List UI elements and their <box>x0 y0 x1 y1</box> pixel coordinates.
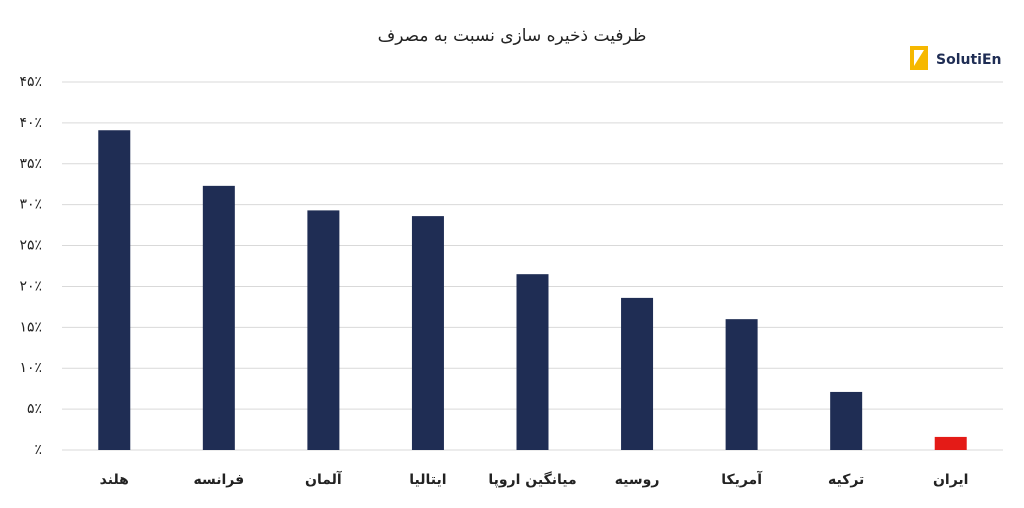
bar <box>830 391 863 450</box>
y-tick-label: ٪ <box>34 442 42 458</box>
y-tick-label: ۱۰٪ <box>19 360 42 376</box>
bar <box>725 319 758 450</box>
bar <box>202 185 235 450</box>
x-tick-label: فرانسه <box>193 472 244 488</box>
x-tick-label: هلند <box>100 472 129 488</box>
y-tick-label: ۲۵٪ <box>19 238 42 254</box>
x-tick-label: ترکیه <box>828 472 864 488</box>
y-tick-label: ۳۵٪ <box>19 156 42 172</box>
logo-icon-cut <box>914 50 924 66</box>
y-tick-label: ۱۵٪ <box>19 319 42 335</box>
x-tick-label: میانگین اروپا <box>488 471 576 488</box>
y-tick-label: ۴۵٪ <box>19 74 42 90</box>
x-tick-label: ایتالیا <box>409 472 446 488</box>
bar <box>516 274 549 450</box>
y-tick-label: ۴۰٪ <box>19 115 42 131</box>
y-tick-label: ۳۰٪ <box>19 197 42 213</box>
x-tick-label: روسیه <box>615 472 660 488</box>
y-tick-label: ۵٪ <box>27 401 42 417</box>
bar <box>307 210 340 450</box>
chart-title: ظرفیت ذخیره سازی نسبت به مصرف <box>378 26 647 46</box>
x-tick-label: ایران <box>933 472 969 488</box>
bar <box>98 130 131 450</box>
bar <box>621 297 654 450</box>
logo-text: SolutiEn <box>936 52 1002 68</box>
bar <box>934 436 967 450</box>
x-tick-label: آمریکا <box>721 470 763 488</box>
y-tick-label: ۲۰٪ <box>19 278 42 294</box>
bar <box>411 216 444 450</box>
logo: SolutiEn <box>910 46 1002 70</box>
x-tick-label: آلمان <box>305 470 343 488</box>
